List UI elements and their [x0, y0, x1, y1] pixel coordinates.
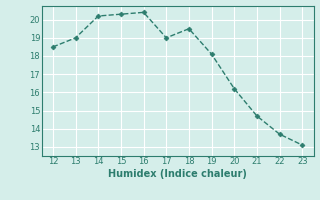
X-axis label: Humidex (Indice chaleur): Humidex (Indice chaleur): [108, 169, 247, 179]
